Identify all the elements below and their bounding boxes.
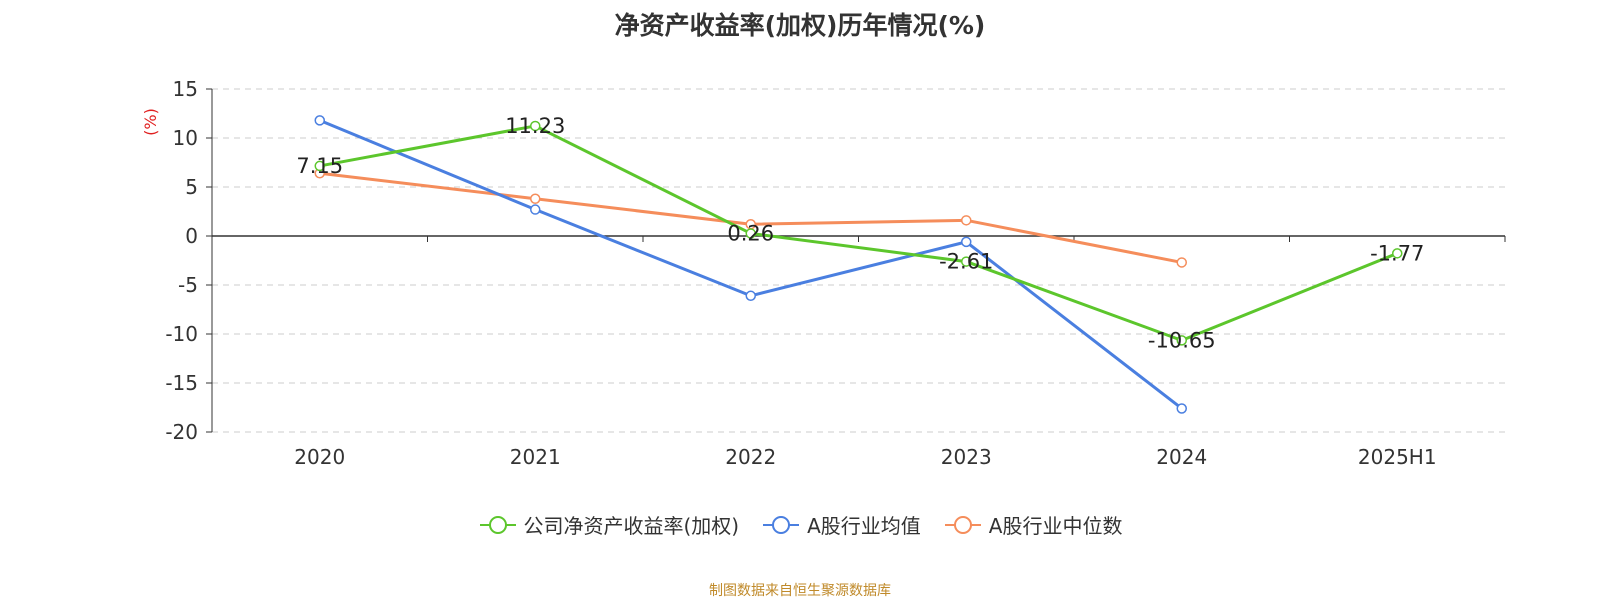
data-label: 11.23	[505, 114, 565, 138]
x-tick-label: 2021	[510, 445, 561, 469]
data-point-2	[530, 193, 541, 205]
data-point-1	[745, 290, 756, 302]
x-tick-label: 2024	[1156, 445, 1207, 469]
series-line-1	[319, 118, 1183, 410]
y-tick-label: 5	[185, 175, 198, 199]
data-point-0	[1176, 335, 1187, 346]
chart-title: 净资产收益率(加权)历年情况(%)	[614, 11, 986, 40]
x-tick-label: 2022	[725, 445, 776, 469]
x-tick-label: 2020	[294, 445, 345, 469]
data-label: 0.26	[727, 221, 774, 245]
data-point-1	[1176, 403, 1187, 414]
legend-marker-industry-median	[944, 515, 981, 534]
legend-item-industry-median[interactable]: A股行业中位数	[943, 510, 1123, 539]
series-line-0	[319, 124, 1398, 342]
legend-marker-company-roe	[479, 515, 516, 534]
y-axis-label: (%)	[141, 108, 160, 136]
x-tick-label: 2023	[941, 445, 992, 469]
legend-item-company-roe[interactable]: 公司净资产收益率(加权)	[478, 510, 740, 539]
data-label: -1.77	[1370, 241, 1424, 265]
data-point-1	[530, 204, 541, 215]
data-point-2	[1176, 257, 1187, 268]
y-tick-label: -10	[165, 322, 198, 346]
y-tick-label: -15	[165, 371, 198, 395]
y-tick-label: 10	[173, 126, 198, 150]
legend-marker-industry-mean	[763, 515, 800, 534]
legend: 公司净资产收益率(加权) A股行业均值 A股行业中位数	[0, 510, 1600, 539]
data-point-0	[745, 228, 756, 239]
data-label: -10.65	[1148, 328, 1216, 352]
data-point-0	[314, 160, 325, 172]
data-point-0	[1392, 248, 1403, 259]
data-point-1	[961, 236, 972, 248]
data-point-0	[961, 256, 972, 267]
data-label: 7.15	[296, 154, 343, 178]
data-point-0	[530, 120, 541, 132]
legend-label-company-roe: 公司净资产收益率(加权)	[523, 514, 740, 538]
y-tick-label: -5	[178, 273, 198, 297]
y-tick-label: 15	[173, 77, 198, 101]
source-note: 制图数据来自恒生聚源数据库	[709, 583, 891, 599]
data-label: -2.61	[939, 250, 993, 274]
y-tick-label: 0	[185, 224, 198, 248]
legend-label-industry-median: A股行业中位数	[988, 514, 1123, 538]
data-point-2	[961, 215, 972, 226]
y-tick-label: -20	[165, 420, 198, 444]
legend-item-industry-mean[interactable]: A股行业均值	[761, 510, 921, 539]
data-point-1	[314, 115, 325, 126]
x-tick-label: 2025H1	[1358, 445, 1437, 469]
legend-label-industry-mean: A股行业均值	[807, 514, 921, 538]
